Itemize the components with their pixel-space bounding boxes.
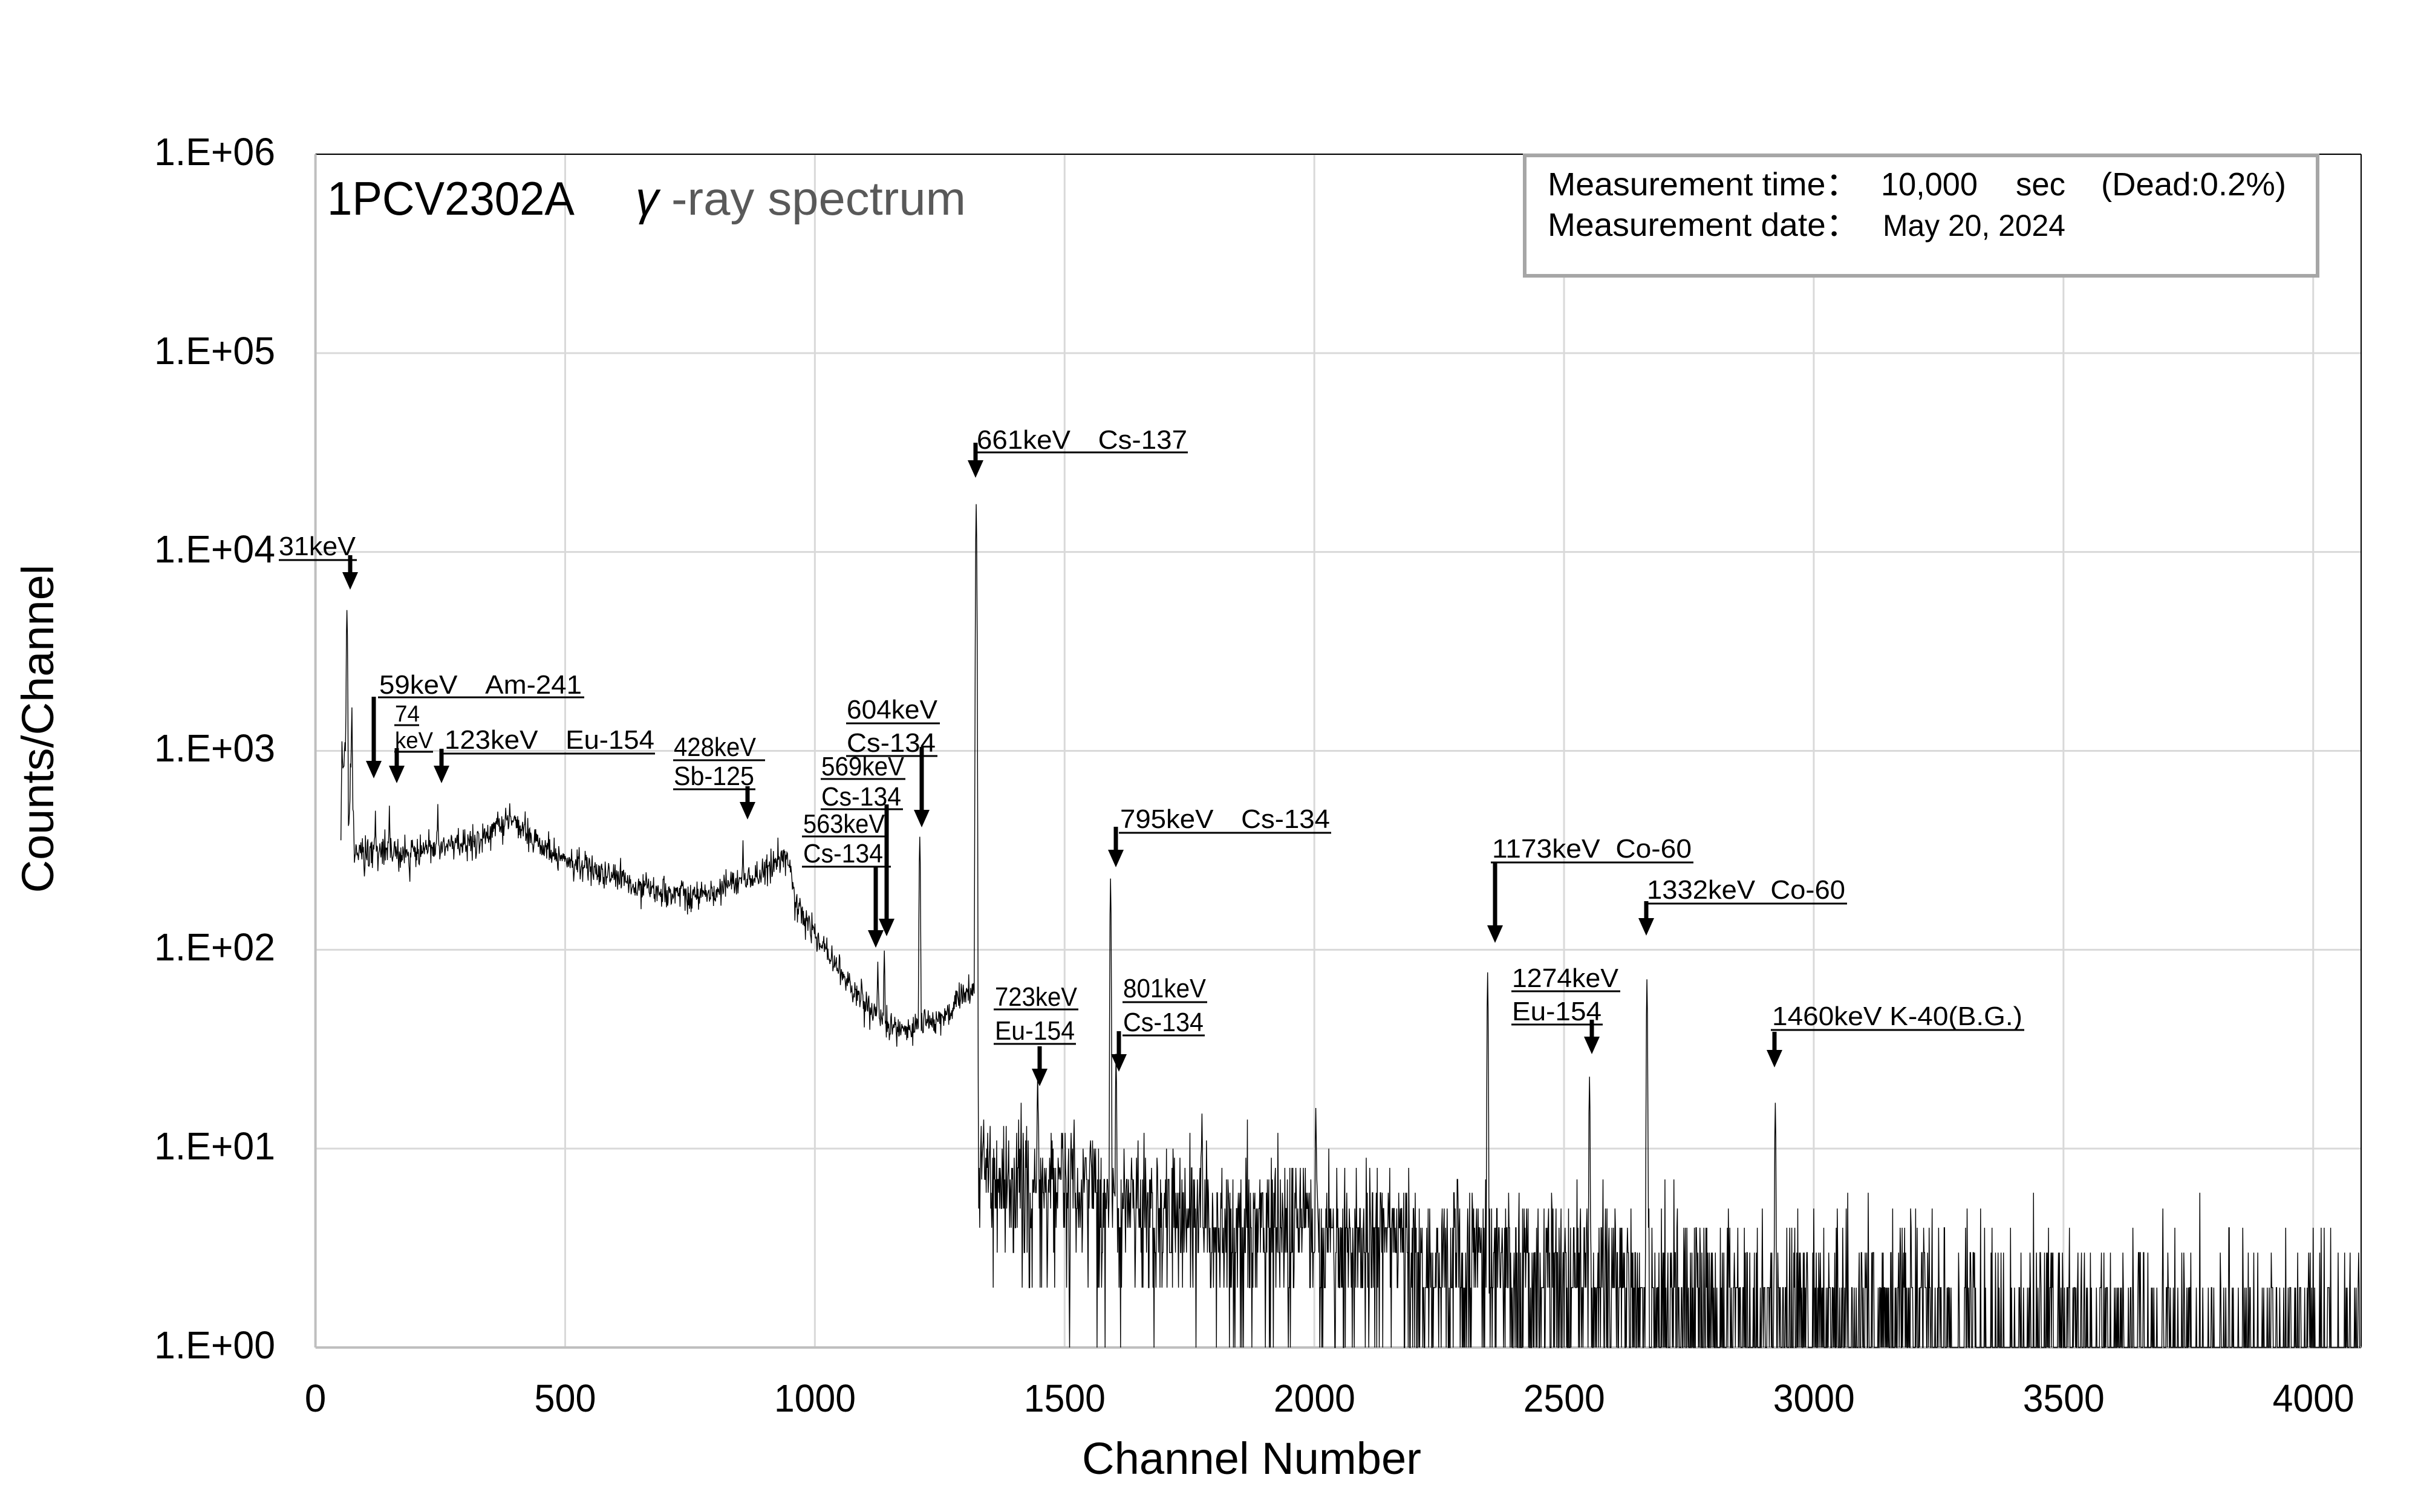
- peak-annotation-661kev: 661keV Cs-137: [968, 425, 1188, 478]
- peak-label: 723keV: [995, 982, 1078, 1012]
- peak-label: 428keV: [674, 732, 757, 762]
- arrow-down-icon: [1638, 918, 1654, 936]
- peak-annotation-31kev: 31keV: [279, 532, 358, 590]
- chart-title: 1PCV2302A γ -ray spectrum: [327, 172, 966, 225]
- arrow-down-icon: [1584, 1037, 1600, 1054]
- y-axis-tick-labels: 1.E+00 1.E+01 1.E+02 1.E+03 1.E+04 1.E+0…: [154, 130, 275, 1367]
- peak-annotation-723kev: 723keV Eu-154: [994, 982, 1078, 1086]
- x-tick-label: 3000: [1773, 1377, 1855, 1420]
- x-tick-label: 4000: [2273, 1377, 2354, 1420]
- arrow-down-icon: [434, 766, 449, 783]
- arrow-down-icon: [879, 919, 894, 936]
- peak-label: Eu-154: [995, 1016, 1075, 1046]
- arrow-down-icon: [968, 460, 983, 478]
- measurement-date-value: May 20, 2024: [1883, 209, 2065, 243]
- peak-annotation-59kev: 59keV Am-241: [366, 670, 584, 778]
- peak-label: 74: [395, 702, 420, 727]
- peak-label: Eu-154: [1512, 997, 1602, 1026]
- arrow-down-icon: [868, 930, 884, 948]
- x-tick-label: 1500: [1024, 1377, 1106, 1420]
- peak-label: 795keV Cs-134: [1120, 804, 1330, 834]
- arrow-down-icon: [1487, 925, 1503, 943]
- title-sample-id: 1PCV2302A: [327, 172, 575, 225]
- peak-label: 123keV Eu-154: [445, 725, 654, 755]
- arrow-down-icon: [740, 802, 755, 820]
- peak-label: 1460keV K-40(B.G.): [1772, 1002, 2022, 1031]
- y-tick-label: 1.E+04: [154, 527, 275, 571]
- peak-label: Cs-134: [821, 782, 901, 812]
- peak-annotation-1460kev: 1460keV K-40(B.G.): [1767, 1002, 2024, 1067]
- y-tick-label: 1.E+05: [154, 329, 275, 373]
- arrow-down-icon: [342, 572, 358, 590]
- arrow-down-icon: [1108, 850, 1124, 867]
- peak-annotation-1332kev: 1332keV Co-60: [1638, 875, 1847, 936]
- measurement-time-label: Measurement time：: [1548, 166, 1859, 203]
- peak-label: Cs-134: [1123, 1008, 1204, 1037]
- x-tick-label: 0: [305, 1377, 327, 1420]
- title-suffix: -ray spectrum: [671, 172, 966, 225]
- peak-label: 661keV Cs-137: [977, 425, 1187, 455]
- measurement-date-label: Measurement date：: [1548, 207, 1859, 243]
- peak-annotation-1173kev: 1173keV Co-60: [1487, 834, 1693, 943]
- peak-annotation-795kev: 795keV Cs-134: [1108, 804, 1331, 867]
- arrow-down-icon: [366, 761, 382, 778]
- peak-annotation-74kev: 74 keV: [389, 702, 434, 783]
- peak-label: 59keV Am-241: [379, 670, 582, 700]
- peak-label: 1332keV Co-60: [1647, 875, 1845, 905]
- arrow-down-icon: [1032, 1069, 1048, 1086]
- info-box-border: [1523, 154, 2319, 278]
- arrow-down-icon: [1111, 1054, 1127, 1072]
- x-tick-label: 2000: [1274, 1377, 1355, 1420]
- arrow-down-icon: [1767, 1050, 1782, 1067]
- peak-label: 1173keV Co-60: [1492, 834, 1692, 864]
- y-tick-label: 1.E+00: [154, 1323, 275, 1367]
- measurement-info-box: Measurement time： 10,000 sec (Dead:0.2%)…: [1523, 154, 2319, 278]
- peak-label: keV: [395, 728, 434, 754]
- peak-annotation-428kev: 428keV Sb-125: [673, 732, 765, 820]
- peak-label: Cs-134: [803, 839, 883, 868]
- y-tick-label: 1.E+01: [154, 1124, 275, 1168]
- peak-annotation-801kev: 801keV Cs-134: [1111, 974, 1207, 1072]
- measurement-time-unit: sec: [2016, 166, 2065, 203]
- peak-annotation-1274kev: 1274keV Eu-154: [1511, 963, 1620, 1054]
- title-gamma-symbol: γ: [636, 172, 661, 225]
- peak-label: 563keV: [803, 809, 885, 839]
- x-axis-tick-labels: 0 500 1000 1500 2000 2500 3000 3500 4000: [305, 1377, 2354, 1420]
- x-axis-title: Channel Number: [1082, 1433, 1421, 1484]
- dead-time-value: (Dead:0.2%): [2101, 166, 2286, 203]
- x-tick-label: 1000: [774, 1377, 856, 1420]
- arrow-down-icon: [389, 766, 405, 783]
- peak-annotation-563kev: 563keV Cs-134: [802, 809, 891, 948]
- x-tick-label: 3500: [2023, 1377, 2105, 1420]
- peak-label: 801keV: [1123, 974, 1207, 1003]
- peak-annotation-604kev: 604keV Cs-134: [846, 695, 940, 827]
- peak-label: 604keV: [847, 695, 938, 725]
- x-tick-label: 2500: [1523, 1377, 1605, 1420]
- peak-label: Sb-125: [674, 761, 754, 791]
- series-line-spectrum: [341, 504, 2361, 1348]
- peak-annotation-123kev: 123keV Eu-154: [434, 725, 655, 783]
- y-tick-label: 1.E+03: [154, 726, 275, 770]
- y-tick-label: 1.E+02: [154, 925, 275, 969]
- x-tick-label: 500: [535, 1377, 596, 1420]
- measurement-time-value: 10,000: [1881, 166, 1978, 203]
- y-tick-label: 1.E+06: [154, 130, 275, 174]
- peak-label: 31keV: [279, 532, 356, 561]
- arrow-down-icon: [914, 810, 930, 827]
- y-axis-title: Counts/Channel: [13, 565, 63, 893]
- peak-label: 1274keV: [1512, 963, 1619, 993]
